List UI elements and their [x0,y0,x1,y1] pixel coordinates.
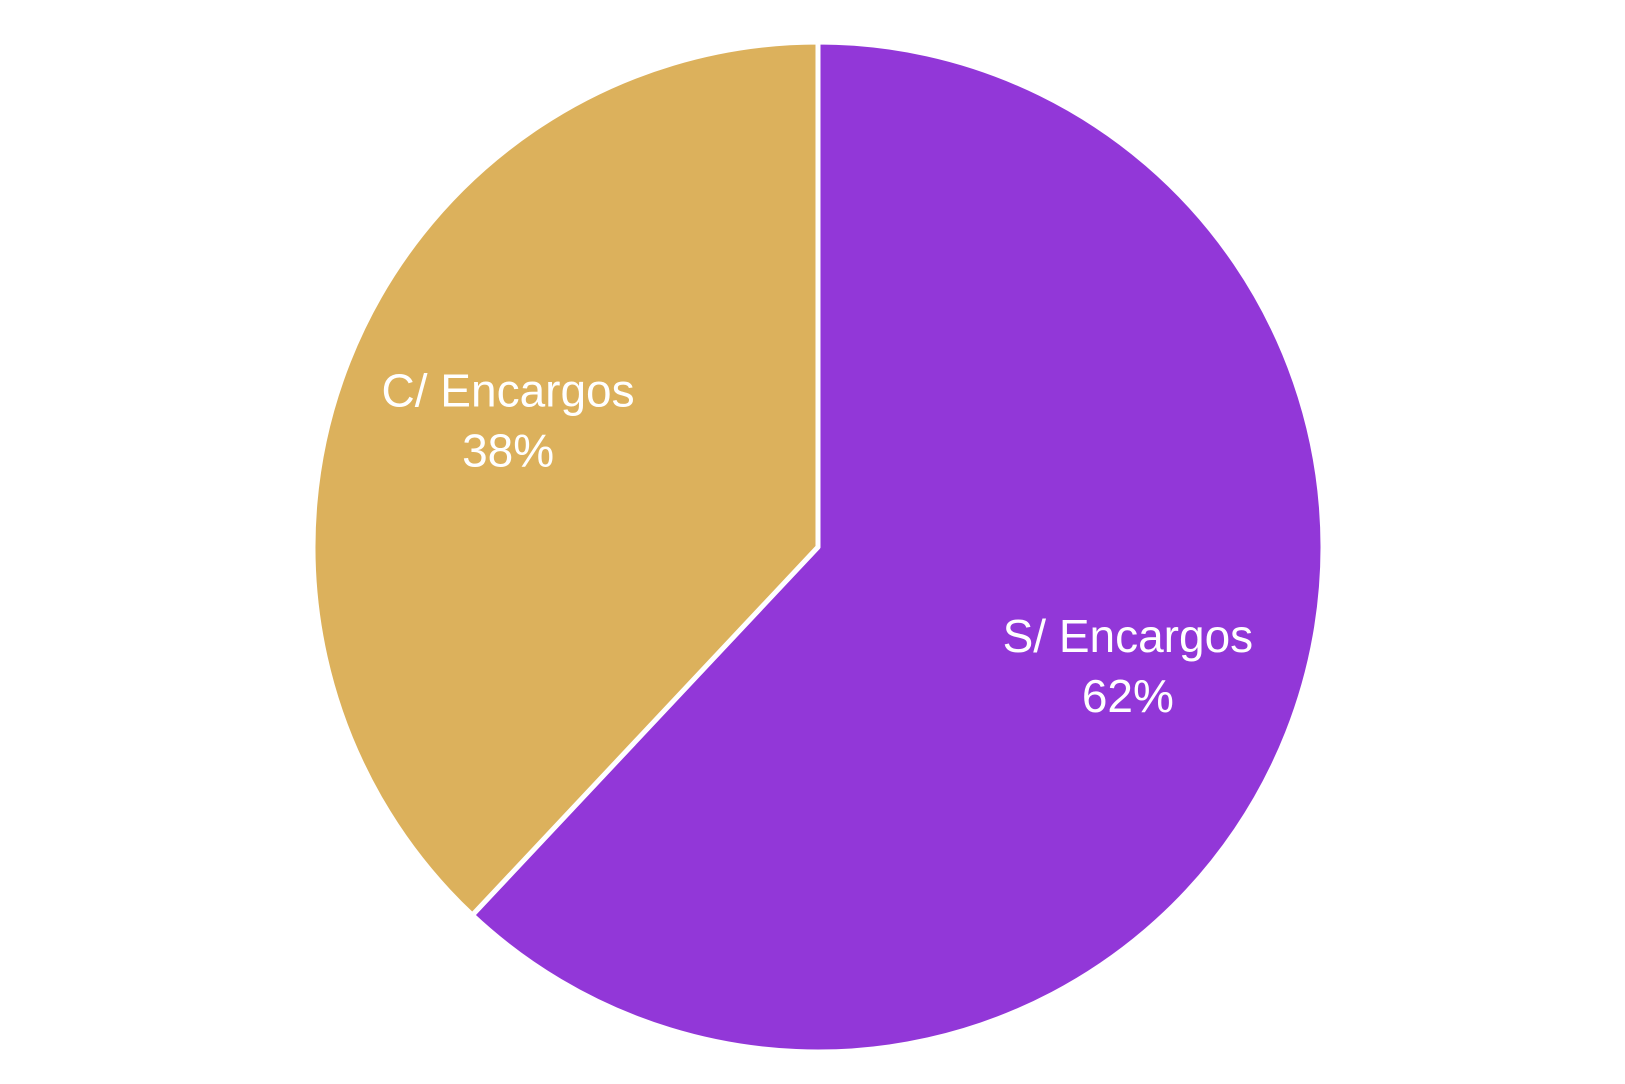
pie-slice [469,39,1326,1055]
slice-label: C/ Encargos [382,364,635,416]
slice-label: S/ Encargos [1003,610,1254,662]
value-label: 62% [1082,670,1174,722]
pie-slice [310,39,821,918]
value-label: 38% [462,424,554,476]
